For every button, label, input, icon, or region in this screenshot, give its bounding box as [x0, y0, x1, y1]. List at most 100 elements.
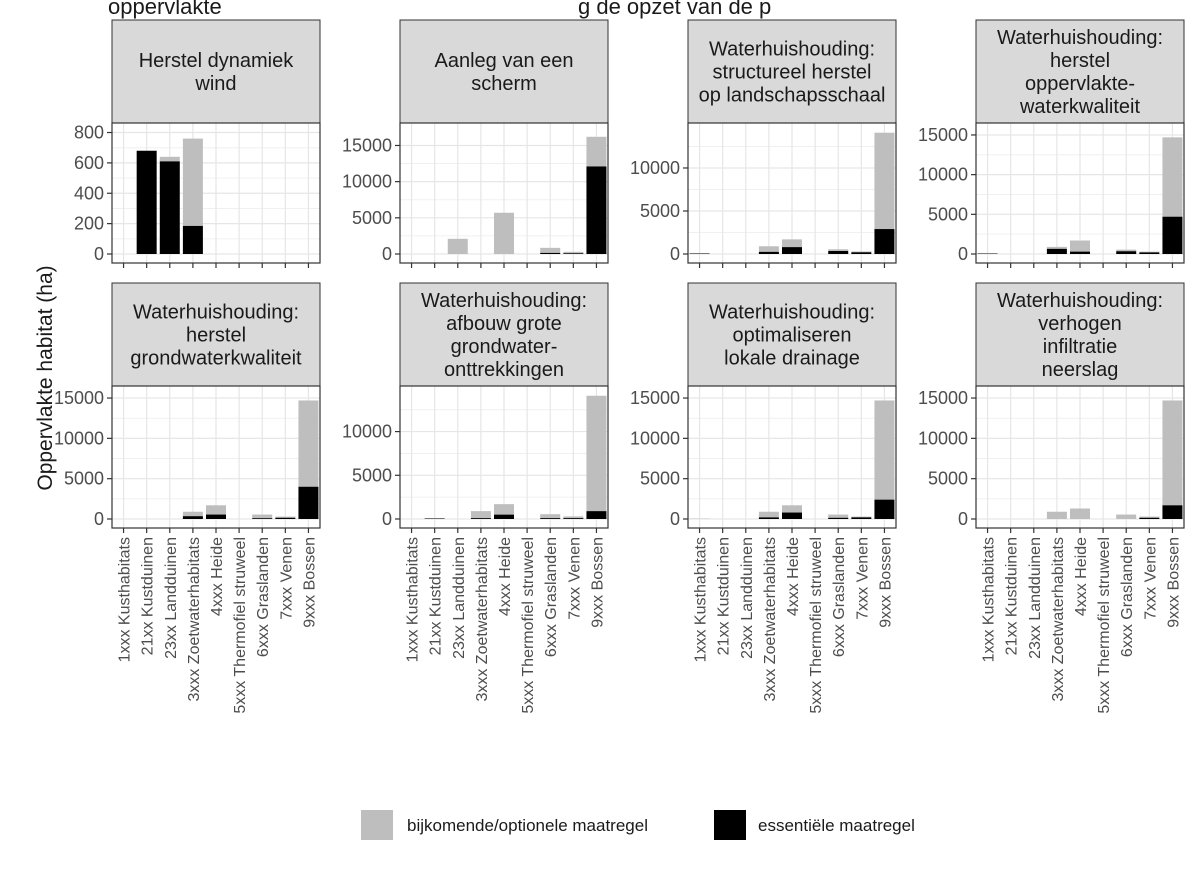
y-tick-label: 15000 [630, 388, 680, 408]
y-tick-label: 5000 [928, 469, 968, 489]
facet-strip [687, 19, 897, 124]
facet-title-line: verhogen [1038, 313, 1121, 335]
y-tick-label: 15000 [54, 388, 104, 408]
facet-title-line: Waterhuishouding: [421, 290, 587, 312]
x-tick-label: 21xx Kustduinen [428, 537, 445, 655]
legend: bijkomende/optionele maatregel essentiël… [361, 810, 915, 840]
facet-title-line: afbouw grote [446, 313, 562, 335]
x-tick-label: 1xxx Kusthabitats [693, 537, 710, 662]
y-tick-label: 5000 [640, 201, 680, 221]
y-tick-label: 5000 [64, 469, 104, 489]
y-tick-label: 15000 [918, 388, 968, 408]
bar-optional [1116, 249, 1137, 252]
bar-optional [182, 511, 203, 517]
x-tick-label: 7xxx Venen [278, 537, 295, 620]
facet-title-line: op landschapsschaal [699, 85, 886, 107]
bar-essential [851, 252, 872, 254]
bar-optional [758, 511, 779, 518]
y-tick-label: 10000 [918, 165, 968, 185]
x-tick-label: 3xxx Zoetwaterhabitats [762, 537, 779, 702]
bar-optional [563, 516, 584, 519]
bar-essential [182, 225, 203, 254]
bar-optional [1116, 514, 1137, 519]
bar-essential [586, 511, 607, 519]
y-tick-label: 10000 [918, 428, 968, 448]
figure-title-right: g de opzet van de p [578, 0, 771, 19]
facet-title-line: Waterhuishouding: [997, 290, 1163, 312]
bar-optional [1046, 246, 1067, 249]
bar-optional [1070, 508, 1090, 519]
y-tick-label: 0 [958, 244, 968, 264]
x-tick-label: 23xx Landduinen [1027, 537, 1044, 659]
bar-essential [182, 516, 203, 519]
bar-essential [494, 514, 514, 519]
x-tick-label: 3xxx Zoetwaterhabitats [1050, 537, 1067, 702]
y-tick-label: 0 [382, 509, 392, 529]
facet-title-line: Waterhuishouding: [709, 302, 875, 324]
bar-optional [1139, 516, 1160, 518]
y-tick-label: 0 [670, 509, 680, 529]
y-tick-label: 5000 [928, 204, 968, 224]
x-tick-label: 21xx Kustduinen [1004, 537, 1021, 655]
bar-essential [586, 166, 607, 254]
y-tick-label: 5000 [352, 465, 392, 485]
y-tick-label: 0 [382, 244, 392, 264]
x-tick-label: 6xxx Graslanden [831, 537, 848, 657]
x-tick-label: 21xx Kustduinen [140, 537, 157, 655]
x-tick-label: 3xxx Zoetwaterhabitats [474, 537, 491, 702]
bar-essential [1162, 505, 1183, 519]
bar-essential [1139, 252, 1160, 254]
x-tick-label: 4xxx Heide [209, 537, 226, 616]
y-tick-label: 0 [94, 244, 104, 264]
bar-optional [540, 247, 561, 253]
bar-optional [782, 239, 802, 248]
bar-optional [1046, 511, 1067, 519]
x-tick-label: 5xxx Thermofiel struweel [232, 537, 249, 714]
y-tick-label: 10000 [630, 428, 680, 448]
y-tick-label: 10000 [630, 158, 680, 178]
y-tick-label: 600 [74, 153, 104, 173]
bar-essential [1139, 517, 1160, 519]
bar-optional [159, 156, 180, 162]
legend-swatch-optional [361, 810, 393, 840]
y-tick-label: 200 [74, 214, 104, 234]
bar-essential [275, 517, 296, 519]
facet-title-line: scherm [471, 73, 537, 95]
facet-title-line: Waterhuishouding: [997, 27, 1163, 49]
bar-essential [1162, 216, 1183, 254]
bar-optional [1139, 251, 1160, 253]
facet-panel: Waterhuishouding:verhogeninfiltratieneer… [918, 282, 1185, 714]
x-tick-label: 7xxx Venen [1142, 537, 1159, 620]
bar-essential [159, 161, 180, 254]
legend-swatch-essential [714, 810, 746, 840]
bar-essential [206, 514, 226, 519]
bar-optional [182, 138, 203, 226]
figure-title-left: oppervlakte [108, 0, 222, 19]
x-tick-label: 5xxx Thermofiel struweel [1096, 537, 1113, 714]
bar-essential [828, 250, 849, 254]
x-tick-label: 1xxx Kusthabitats [117, 537, 134, 662]
facet-strip [975, 282, 1185, 387]
bar-optional [1162, 137, 1183, 217]
bar-optional [540, 514, 561, 519]
facet-strip [975, 19, 1185, 124]
facet-title-line: herstel [1050, 50, 1110, 72]
bar-essential [540, 252, 561, 254]
bar-optional [828, 249, 849, 251]
x-tick-label: 9xxx Bossen [877, 537, 894, 628]
facet-strip [687, 282, 897, 387]
x-tick-label: 4xxx Heide [497, 537, 514, 616]
bar-essential [874, 499, 895, 519]
bar-essential [136, 150, 157, 254]
y-tick-label: 10000 [342, 172, 392, 192]
facet-title-line: oppervlakte- [1025, 73, 1135, 95]
x-tick-label: 4xxx Heide [1073, 537, 1090, 616]
bar-essential [1046, 248, 1067, 254]
bar-essential [851, 517, 872, 519]
legend-label-optional: bijkomende/optionele maatregel [407, 816, 648, 835]
x-tick-label: 1xxx Kusthabitats [981, 537, 998, 662]
bar-optional [447, 238, 468, 254]
